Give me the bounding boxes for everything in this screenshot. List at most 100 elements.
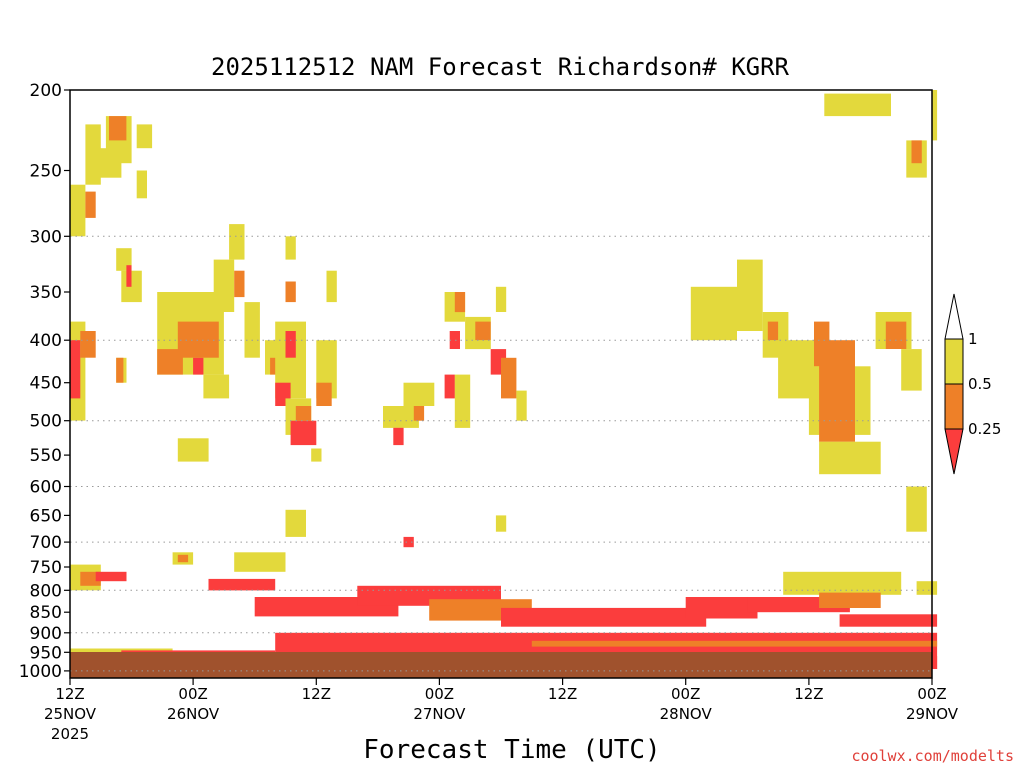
x-tick-time-7: 00Z [917,685,946,703]
x-tick-time-5: 00Z [671,685,700,703]
ri-region-15 [116,357,124,383]
y-tick-label-700: 700 [30,533,62,553]
x-tick-date-5: 28NOV [660,705,713,723]
x-tick-time-1: 00Z [178,685,207,703]
ri-region-88 [685,597,758,619]
y-tick-label-950: 950 [30,643,62,663]
y-tick-label-850: 850 [30,603,62,623]
ri-region-10 [121,270,142,303]
y-tick-label-900: 900 [30,624,62,644]
ri-region-38 [326,270,337,303]
ri-region-1 [70,340,81,399]
ri-region-17 [177,321,219,358]
ri-region-8 [109,116,127,141]
ri-region-5 [85,191,96,218]
legend-label-0-5: 0.5 [968,375,992,393]
ri-region-58 [767,321,779,341]
ri-region-9 [116,248,132,271]
x-tick-year-0: 2025 [51,725,89,743]
ri-region-39 [311,448,322,462]
ground-fill [70,652,932,678]
ri-region-12 [136,124,153,149]
ri-region-65 [885,321,907,349]
ri-region-24 [229,224,245,260]
ri-region-69 [824,93,891,117]
plot-area [69,89,938,679]
ri-region-76 [177,554,189,563]
ri-region-41 [403,382,435,406]
ri-region-55 [690,286,737,341]
ri-region-77 [234,552,286,572]
ri-region-70 [932,90,938,141]
ri-region-40 [383,406,419,428]
legend-under-025-arrow [944,428,964,475]
ri-region-81 [495,515,507,532]
ri-region-3 [80,331,96,358]
x-tick-date-1: 26NOV [167,705,220,723]
ri-region-87 [501,607,707,627]
legend-label-0-25: 0.25 [968,420,1001,438]
y-tick-label-300: 300 [30,227,62,247]
y-tick-label-400: 400 [30,331,62,351]
ri-region-21 [177,438,209,462]
ri-region-32 [290,420,317,446]
ri-region-62 [814,321,830,367]
plot-frame [69,89,933,679]
chart-title: 2025112512 NAM Forecast Richardson# KGRR [211,53,790,81]
ri-region-50 [475,321,491,341]
legend-label-1: 1 [968,330,978,348]
y-tick-label-800: 800 [30,581,62,601]
ri-region-95 [531,640,938,647]
ri-region-48 [449,331,460,349]
y-tick-label-750: 750 [30,558,62,578]
ri-region-91 [839,614,938,627]
ri-region-53 [516,390,527,421]
x-tick-date-7: 29NOV [906,705,959,723]
ri-region-18 [157,349,183,375]
ri-region-45 [454,374,471,428]
y-tick-label-650: 650 [30,506,62,526]
ri-region-90 [819,592,881,608]
y-tick-label-450: 450 [30,374,62,394]
ri-region-42 [393,427,404,446]
ri-region-33 [295,406,312,421]
ri-region-25 [244,302,260,358]
x-tick-time-6: 12Z [794,685,823,703]
ri-region-20 [203,374,230,399]
ri-region-35 [285,281,296,303]
x-axis-label: Forecast Time (UTC) [363,735,660,765]
legend-bin-orange [944,383,964,430]
y-tick-label-200: 200 [30,81,62,101]
ri-region-80 [403,536,414,548]
y-tick-label-500: 500 [30,412,62,432]
y-tick-label-350: 350 [30,283,62,303]
y-tick-label-550: 550 [30,446,62,466]
ri-region-83 [783,571,902,595]
ri-region-66 [901,349,922,391]
y-tick-label-250: 250 [30,162,62,182]
credit-text: coolwx.com/modelts [851,747,1014,765]
ri-region-37 [316,382,332,406]
ri-region-44 [444,374,455,399]
y-tick-label-600: 600 [30,478,62,498]
grid-layer [70,235,932,672]
x-tick-time-2: 12Z [302,685,331,703]
legend-bin-yellow [944,338,964,385]
ri-region-71 [906,486,927,532]
ri-region-19 [193,357,204,375]
ri-region-56 [737,259,763,331]
ri-region-43 [413,406,425,421]
legend-over-1-arrow [944,293,964,340]
ri-region-34 [285,236,296,260]
ri-region-2 [70,184,86,237]
y-axis: 200 250 300 350 400 450 500 550 600 650 700 750 8008… [19,81,70,682]
y-tick-label-1000: 1000 [19,662,62,682]
ri-region-23 [234,270,245,298]
x-tick-date-3: 27NOV [413,705,466,723]
legend: 1 0.5 0.25 [944,293,1001,475]
ri-region-13 [136,170,147,199]
ri-region-11 [126,265,132,287]
ri-region-47 [454,292,466,313]
ri-region-74 [95,571,127,582]
